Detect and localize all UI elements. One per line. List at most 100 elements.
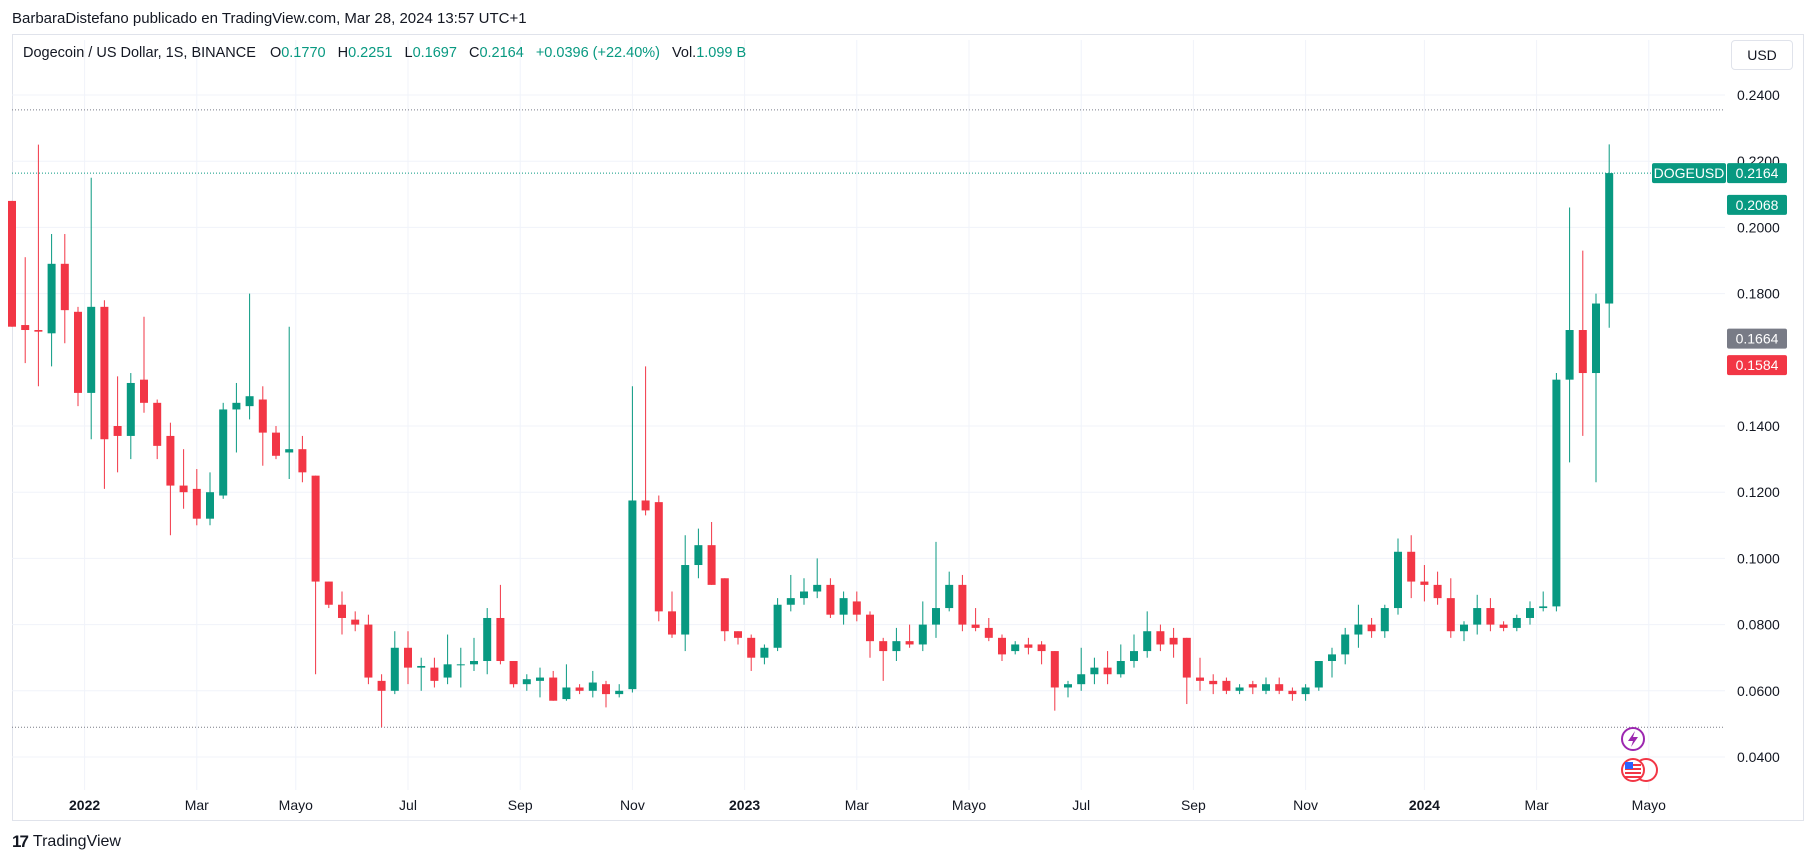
candle-body xyxy=(219,409,228,496)
candle xyxy=(140,316,148,413)
x-tick-label: Nov xyxy=(1293,797,1318,813)
candle-body xyxy=(1460,624,1468,632)
candle-body xyxy=(140,379,148,403)
candle-body xyxy=(760,647,769,658)
candle-body xyxy=(1380,608,1389,632)
legend-vol-value: 1.099 B xyxy=(696,45,747,61)
candle xyxy=(958,574,967,632)
candle-body xyxy=(1433,584,1442,599)
us-flag-event-icon[interactable] xyxy=(1621,758,1658,782)
candle-body xyxy=(1130,651,1138,662)
candle xyxy=(232,382,241,453)
candle-body xyxy=(430,667,439,681)
candle xyxy=(892,627,901,662)
candle xyxy=(1209,674,1218,695)
candle-body xyxy=(615,690,624,695)
candle xyxy=(443,634,452,685)
candle-body xyxy=(1539,606,1548,609)
legend-symbol: Dogecoin / US Dollar, 1S, BINANCE xyxy=(23,45,256,61)
candle-body xyxy=(707,545,716,585)
candle-body xyxy=(496,617,505,662)
badge-value-bg xyxy=(1727,328,1787,349)
candle xyxy=(1262,677,1270,695)
x-tick-label: Mar xyxy=(845,797,869,813)
legend-close-value: 0.2164 xyxy=(479,45,524,61)
candle-body xyxy=(232,402,241,410)
candle-body xyxy=(932,608,940,625)
candle xyxy=(390,631,399,695)
candle xyxy=(826,578,835,618)
candle-body xyxy=(826,584,835,615)
currency-button[interactable]: USD xyxy=(1731,40,1793,70)
candle xyxy=(786,574,795,612)
candle xyxy=(1367,617,1376,638)
candle xyxy=(1130,634,1138,668)
x-tick-label: Mayo xyxy=(952,797,986,813)
candle xyxy=(1011,641,1020,655)
candle xyxy=(1526,601,1534,625)
publisher-credit: BarbaraDistefano publicado en TradingVie… xyxy=(12,10,527,27)
candle xyxy=(153,399,162,460)
candle xyxy=(932,541,940,638)
candle-body xyxy=(456,664,465,666)
candle-body xyxy=(87,306,96,393)
candle xyxy=(694,528,703,579)
candle xyxy=(1394,538,1402,615)
candle-body xyxy=(1512,617,1521,628)
y-tick-label: 0.1800 xyxy=(1737,286,1780,302)
candle-body xyxy=(179,485,188,493)
candle xyxy=(1328,647,1336,678)
price-badges: DOGEUSD 0.2164 0.2068 0.1664 0.1584 xyxy=(1652,163,1787,376)
candle xyxy=(1275,677,1284,695)
candle xyxy=(417,657,426,691)
candle-body xyxy=(1143,631,1152,652)
candle xyxy=(219,402,228,499)
candle-body xyxy=(536,677,544,681)
candle-body xyxy=(958,584,967,625)
candle xyxy=(496,584,505,665)
legend-vol-label: Vol. xyxy=(672,45,697,61)
candle xyxy=(1341,627,1350,665)
y-tick-label: 0.2000 xyxy=(1737,219,1780,235)
candle xyxy=(8,200,16,327)
candle xyxy=(179,449,188,509)
candle xyxy=(1143,611,1152,658)
candle xyxy=(549,670,558,701)
candle xyxy=(720,578,729,642)
candle xyxy=(166,422,175,536)
candle xyxy=(562,664,571,701)
lightning-event-icon[interactable] xyxy=(1621,727,1645,751)
legend-low-value: 0.1697 xyxy=(412,45,457,61)
candle-body xyxy=(1011,644,1020,652)
candle-body xyxy=(166,435,175,486)
candle xyxy=(34,144,43,387)
candle xyxy=(852,591,861,622)
candle xyxy=(905,624,914,648)
candle-body xyxy=(734,631,742,638)
candle-body xyxy=(206,492,214,519)
candle-body xyxy=(34,330,43,332)
candle xyxy=(1182,637,1191,705)
footer-brand[interactable]: 17 TradingView xyxy=(12,832,121,852)
candle xyxy=(1473,594,1482,635)
price-badge: 0.2068 xyxy=(1727,194,1787,215)
candle-body xyxy=(8,200,16,327)
candle-body xyxy=(311,475,320,582)
candle-body xyxy=(60,263,69,311)
candle xyxy=(1512,614,1521,632)
candle xyxy=(747,634,756,671)
candle xyxy=(1446,578,1455,638)
candle-body xyxy=(1565,330,1574,380)
candle xyxy=(100,300,109,489)
candle-body xyxy=(971,624,980,628)
candle-body xyxy=(1301,687,1310,695)
candle-body xyxy=(1222,680,1231,691)
candle xyxy=(602,680,610,708)
candle xyxy=(1196,657,1204,691)
candle-body xyxy=(984,627,993,638)
ohlc-legend: Dogecoin / US Dollar, 1S, BINANCE O0.177… xyxy=(23,45,754,61)
candle xyxy=(984,617,993,642)
candle-body xyxy=(1262,684,1270,691)
candle xyxy=(773,598,782,652)
